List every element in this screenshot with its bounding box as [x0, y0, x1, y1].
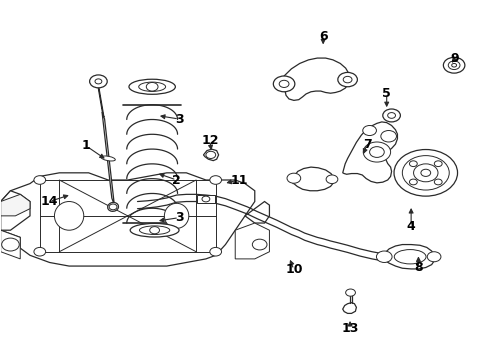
- Circle shape: [388, 113, 395, 118]
- Ellipse shape: [164, 203, 189, 228]
- Circle shape: [210, 176, 221, 184]
- Polygon shape: [235, 223, 270, 259]
- Text: 2: 2: [172, 174, 181, 186]
- Ellipse shape: [130, 224, 179, 237]
- Polygon shape: [0, 194, 30, 216]
- Circle shape: [443, 57, 465, 73]
- Circle shape: [202, 196, 210, 202]
- Circle shape: [369, 147, 384, 157]
- Ellipse shape: [139, 82, 166, 91]
- Circle shape: [410, 161, 417, 167]
- Polygon shape: [203, 149, 219, 161]
- Text: 7: 7: [363, 138, 371, 150]
- Circle shape: [383, 109, 400, 122]
- Ellipse shape: [394, 249, 426, 264]
- Text: 10: 10: [285, 263, 303, 276]
- Circle shape: [394, 149, 458, 196]
- Circle shape: [448, 61, 460, 69]
- Ellipse shape: [140, 226, 170, 234]
- Ellipse shape: [129, 79, 175, 94]
- Circle shape: [34, 176, 46, 184]
- Circle shape: [210, 247, 221, 256]
- Circle shape: [345, 289, 355, 296]
- Circle shape: [34, 247, 46, 256]
- Circle shape: [338, 72, 357, 87]
- Circle shape: [90, 75, 107, 88]
- Ellipse shape: [101, 156, 115, 161]
- Polygon shape: [0, 230, 20, 259]
- Polygon shape: [343, 303, 356, 314]
- Polygon shape: [197, 195, 215, 203]
- Circle shape: [376, 251, 392, 262]
- Circle shape: [452, 63, 457, 67]
- Text: 9: 9: [451, 51, 460, 64]
- Text: 4: 4: [407, 220, 416, 233]
- Circle shape: [150, 226, 159, 234]
- Circle shape: [363, 126, 376, 135]
- Polygon shape: [293, 167, 334, 191]
- Text: 3: 3: [175, 211, 183, 224]
- Text: 13: 13: [342, 322, 359, 335]
- Circle shape: [381, 131, 396, 142]
- Circle shape: [1, 238, 19, 251]
- Circle shape: [287, 173, 301, 183]
- Circle shape: [95, 79, 102, 84]
- Ellipse shape: [108, 202, 119, 211]
- Circle shape: [147, 82, 158, 91]
- Polygon shape: [0, 191, 30, 230]
- Text: 14: 14: [41, 195, 58, 208]
- Circle shape: [279, 80, 289, 87]
- Circle shape: [206, 151, 216, 158]
- Circle shape: [343, 76, 352, 83]
- Circle shape: [326, 175, 338, 184]
- Circle shape: [273, 76, 295, 92]
- Circle shape: [421, 169, 431, 176]
- Text: 12: 12: [201, 134, 219, 147]
- Circle shape: [410, 179, 417, 185]
- Text: 3: 3: [175, 113, 183, 126]
- Circle shape: [252, 239, 267, 250]
- Circle shape: [427, 252, 441, 262]
- Polygon shape: [245, 202, 270, 223]
- Circle shape: [434, 179, 442, 185]
- Polygon shape: [382, 244, 435, 269]
- Text: 6: 6: [319, 30, 327, 43]
- Text: 8: 8: [414, 261, 423, 274]
- Polygon shape: [98, 85, 104, 117]
- Circle shape: [363, 142, 391, 162]
- Circle shape: [434, 161, 442, 167]
- Polygon shape: [282, 58, 350, 100]
- Circle shape: [402, 156, 449, 190]
- Circle shape: [109, 204, 117, 210]
- Polygon shape: [343, 122, 397, 183]
- Text: 11: 11: [230, 174, 248, 186]
- Text: 1: 1: [82, 139, 91, 152]
- Polygon shape: [102, 112, 114, 205]
- Polygon shape: [0, 173, 255, 266]
- Circle shape: [414, 164, 438, 182]
- Ellipse shape: [54, 202, 84, 230]
- Text: 5: 5: [382, 87, 391, 100]
